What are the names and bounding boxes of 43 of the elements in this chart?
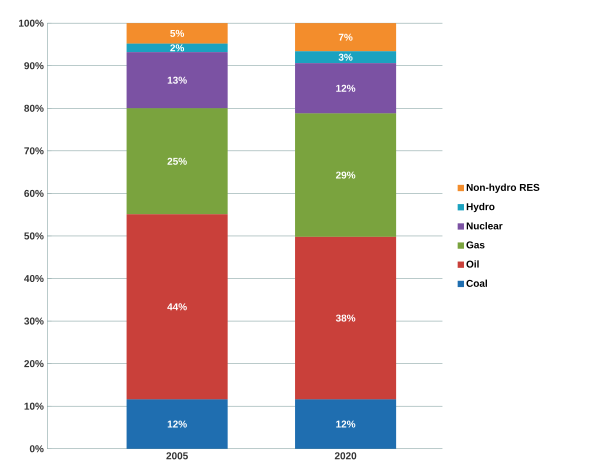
y-tick-label: 10% <box>24 402 44 410</box>
data-label: 13% <box>168 76 187 84</box>
bar <box>295 23 396 52</box>
y-tick-label: 100% <box>19 20 44 27</box>
bar <box>126 44 228 52</box>
data-label: 29% <box>336 172 356 179</box>
data-label: 38% <box>336 314 356 322</box>
data-label: 7% <box>338 34 353 41</box>
y-tick-label: 40% <box>24 275 44 282</box>
y-tick-label: 60% <box>24 190 44 198</box>
legend-label: Hydro <box>466 202 494 212</box>
bar <box>295 236 396 400</box>
data-label: 25% <box>167 158 187 165</box>
y-tick-label: 90% <box>24 62 44 70</box>
y-tick-label: 80% <box>24 104 44 112</box>
data-label: 12% <box>336 420 356 428</box>
bar <box>295 399 396 449</box>
data-label: 12% <box>168 420 187 428</box>
data-label: 3% <box>338 54 353 61</box>
legend-label: Oil <box>466 260 479 268</box>
data-label: 12% <box>336 84 356 92</box>
data-label: 44% <box>167 303 187 310</box>
bar <box>295 51 396 64</box>
y-tick-label: 70% <box>24 147 44 154</box>
bar <box>126 399 228 449</box>
legend-label: Nuclear <box>466 222 503 230</box>
legend-label: Non-hydro RES <box>466 184 540 194</box>
bar <box>295 113 396 237</box>
x-tick-label: 2005 <box>166 452 188 460</box>
y-tick-label: 20% <box>24 360 44 368</box>
data-label: 5% <box>170 30 184 37</box>
bar <box>126 23 228 44</box>
data-label: 2% <box>170 44 184 52</box>
x-tick-label: 2020 <box>334 452 356 460</box>
bar <box>295 63 396 114</box>
legend-label: Gas <box>466 241 485 248</box>
bar <box>126 52 228 108</box>
legend-label: Coal <box>466 280 487 287</box>
y-tick-label: 30% <box>24 318 44 325</box>
y-tick-label: 0% <box>30 445 44 452</box>
y-tick-label: 50% <box>24 232 44 240</box>
bar <box>126 108 228 214</box>
bar <box>126 214 228 400</box>
